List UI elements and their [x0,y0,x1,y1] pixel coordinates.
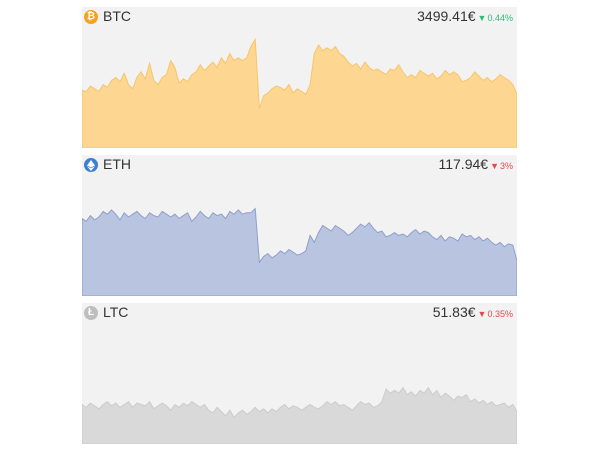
coin-symbol: BTC [103,8,131,24]
coin-price: 117.94€ [438,156,489,172]
price-area [82,386,517,444]
coin-panel-eth[interactable]: ETH 117.94€ ▼ 3% [82,155,517,296]
price-area-chart [82,37,517,148]
triangle-down-icon: ▼ [490,161,499,171]
coin-symbol: ETH [103,156,131,172]
change-indicator: ▼ 0.44% [478,13,513,23]
litecoin-icon: Ł [84,306,98,320]
coin-price: 3499.41€ [417,8,476,24]
change-percent: 3% [499,161,513,171]
price-area-chart [82,207,517,296]
change-indicator: ▼ 3% [490,161,513,171]
coin-symbol: LTC [103,304,129,320]
price-block: 51.83€ ▼ 0.35% [433,304,513,320]
change-percent: 0.44% [487,13,513,23]
change-indicator: ▼ 0.35% [478,309,513,319]
price-area-chart [82,386,517,444]
triangle-down-icon: ▼ [477,13,487,23]
bitcoin-icon: ₿ [84,10,98,24]
coin-panel-btc[interactable]: ₿ BTC 3499.41€ ▼ 0.44% [82,7,517,148]
triangle-down-icon: ▼ [477,309,487,319]
price-area [82,207,517,296]
price-block: 117.94€ ▼ 3% [438,156,513,172]
price-area [82,37,517,148]
price-block: 3499.41€ ▼ 0.44% [417,8,513,24]
coin-price: 51.83€ [432,304,476,320]
coin-panel-ltc[interactable]: Ł LTC 51.83€ ▼ 0.35% [82,303,517,444]
ethereum-icon [84,158,98,172]
change-percent: 0.35% [487,309,513,319]
